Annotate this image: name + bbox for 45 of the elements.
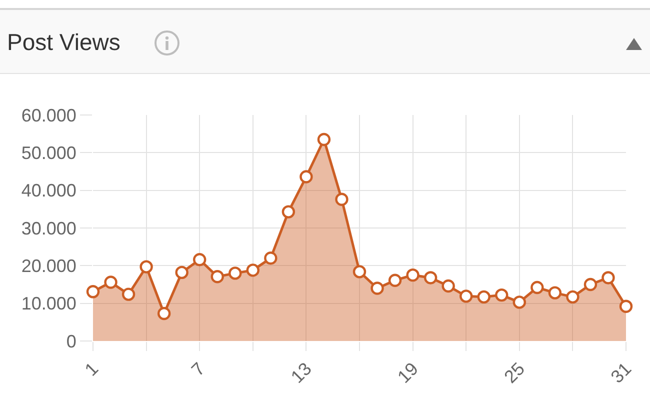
point [282,205,296,218]
point [210,270,224,284]
point [619,300,633,313]
x-tick-label: 19 [394,358,422,387]
x-tick-label: 31 [606,358,636,387]
point [86,285,100,298]
point [300,170,313,184]
chart-title: Post Views [7,29,120,55]
point [424,271,438,284]
x-tick-label: 1 [80,358,102,380]
point [317,132,331,146]
x-tick-label: 25 [500,358,529,387]
point [566,290,580,304]
y-tick-label: 40.000 [21,180,76,201]
point [104,276,118,289]
point [460,290,473,303]
point [228,266,242,280]
point [406,268,420,282]
y-tick-label: 50.000 [21,142,76,163]
point [530,280,544,294]
point [388,274,402,287]
point [157,306,171,320]
point [442,279,455,293]
point [602,271,615,284]
point [140,260,153,274]
y-tick-label: 30.000 [21,218,76,238]
point [495,288,508,302]
point [352,265,366,278]
point [264,252,278,265]
point [477,290,490,304]
y-tick-label: 10.000 [21,294,76,314]
y-tick-label: 60.000 [21,105,76,126]
point [122,288,136,301]
point [193,253,206,266]
x-tick-label: 7 [188,358,209,380]
point [512,296,526,309]
x-tick-label: 13 [287,358,316,387]
point [175,266,188,280]
point [370,282,384,295]
y-tick-label: 20.000 [21,256,76,276]
y-tick-label: 0 [66,331,76,352]
point [548,286,562,300]
point [246,264,260,277]
point [584,278,598,292]
point [335,192,348,206]
